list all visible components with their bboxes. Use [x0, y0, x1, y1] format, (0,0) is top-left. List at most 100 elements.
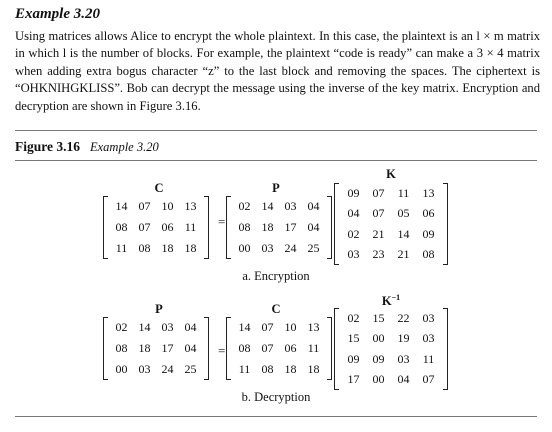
- dec-kinv-title: K−1: [334, 293, 448, 309]
- matrix-cell: 03: [347, 247, 360, 262]
- matrix-table: 14 07 10 13 08 07 06 11 11 08 18 18: [233, 317, 325, 380]
- matrix-row: 08 07 06 11: [233, 338, 325, 359]
- matrix-cell: 18: [284, 362, 297, 376]
- dec-c-matrix: 14 07 10 13 08 07 06 11 11 08 18 18: [226, 317, 332, 380]
- matrix-cell: 06: [161, 220, 174, 234]
- matrix-cell: 08: [422, 247, 435, 262]
- matrix-cell: 25: [184, 362, 197, 376]
- enc-p-title: P: [272, 181, 280, 195]
- matrix-row: 17 00 04 07: [341, 370, 441, 391]
- matrix-cell: 08: [115, 341, 128, 355]
- matrix-cell: 04: [307, 199, 320, 213]
- matrix-cell: 18: [307, 362, 320, 376]
- matrix-cell: 07: [138, 220, 151, 234]
- matrix-cell: 18: [261, 220, 274, 234]
- matrix-cell: 22: [397, 310, 410, 325]
- matrix-cell: 02: [347, 226, 360, 241]
- matrix-cell: 08: [115, 220, 128, 234]
- paragraph-line: matrix in which l is the number of block…: [15, 29, 540, 61]
- matrix-row: 00 03 24 25: [110, 359, 202, 380]
- matrix-cell: 00: [372, 372, 385, 387]
- matrix-cell: 06: [422, 206, 435, 221]
- matrix-cell: 14: [138, 320, 151, 334]
- matrix-cell: 02: [238, 199, 251, 213]
- matrix-cell: 15: [347, 331, 360, 346]
- matrix-row: 11 08 18 18: [233, 359, 325, 380]
- matrix-bracket-left: [103, 196, 108, 259]
- matrix-table: 14 07 10 13 08 07 06 11 11 08 18 18: [110, 196, 202, 259]
- matrix-cell: 11: [307, 341, 320, 355]
- matrix-cell: 24: [284, 241, 297, 255]
- matrix-cell: 09: [347, 351, 360, 366]
- matrix-cell: 14: [115, 199, 128, 213]
- matrix-cell: 07: [372, 206, 385, 221]
- matrix-cell: 07: [261, 320, 274, 334]
- dec-p-title: P: [155, 302, 163, 316]
- matrix-cell: 04: [184, 320, 197, 334]
- enc-k-matrix: 09 07 11 13 04 07 05 06 02 21 14 09 03 23 21 08: [334, 183, 448, 265]
- matrix-cell: 07: [261, 341, 274, 355]
- matrix-cell: 09: [422, 226, 435, 241]
- matrix-cell: 25: [307, 241, 320, 255]
- matrix-cell: 00: [115, 362, 128, 376]
- matrix-cell: 19: [397, 331, 410, 346]
- kinv-name: K: [381, 294, 392, 309]
- matrix-row: 00 03 24 25: [233, 238, 325, 259]
- matrix-row: 09 07 11 13: [341, 183, 441, 204]
- matrix-cell: 04: [307, 220, 320, 234]
- matrix-cell: 03: [284, 199, 297, 213]
- matrix-cell: 02: [347, 310, 360, 325]
- matrix-row: 15 00 19 03: [341, 329, 441, 350]
- matrix-cell: 11: [115, 241, 128, 255]
- figure-header-rule: [15, 160, 537, 161]
- matrix-cell: 08: [138, 241, 151, 255]
- matrix-table: 02 14 03 04 08 18 17 04 00 03 24 25: [110, 317, 202, 380]
- matrix-table: 02 15 22 03 15 00 19 03 09 09 03 11 17 00 04 07: [341, 308, 441, 390]
- matrix-cell: 08: [238, 220, 251, 234]
- matrix-bracket-right: [443, 183, 448, 265]
- paragraph-line: 3 × 4 matrix when adding extra bogus cha…: [15, 46, 540, 78]
- matrix-row: 02 21 14 09: [341, 224, 441, 245]
- example-paragraph: Using matrices allows Alice to encrypt t…: [15, 28, 540, 115]
- dec-caption: b. Decryption: [241, 390, 311, 404]
- matrix-cell: 09: [372, 351, 385, 366]
- matrix-row: 02 14 03 04: [110, 317, 202, 338]
- matrix-cell: 17: [161, 341, 174, 355]
- matrix-cell: 04: [347, 206, 360, 221]
- matrix-cell: 00: [372, 331, 385, 346]
- matrix-row: 14 07 10 13: [233, 317, 325, 338]
- matrix-bracket-right: [327, 196, 332, 259]
- kinv-superscript: −1: [391, 293, 401, 302]
- matrix-cell: 17: [347, 372, 360, 387]
- dec-p-matrix: 02 14 03 04 08 18 17 04 00 03 24 25: [103, 317, 209, 380]
- matrix-cell: 10: [161, 199, 174, 213]
- matrix-cell: 03: [397, 351, 410, 366]
- matrix-cell: 03: [161, 320, 174, 334]
- matrix-bracket-right: [204, 317, 209, 380]
- matrix-table: 02 14 03 04 08 18 17 04 00 03 24 25: [233, 196, 325, 259]
- matrix-cell: 14: [238, 320, 251, 334]
- paragraph-line: Using matrices allows Alice to encrypt t…: [15, 29, 508, 43]
- matrix-cell: 23: [372, 247, 385, 262]
- matrix-cell: 11: [422, 351, 435, 366]
- matrix-cell: 00: [238, 241, 251, 255]
- matrix-cell: 04: [184, 341, 197, 355]
- matrix-row: 11 08 18 18: [110, 238, 202, 259]
- dec-equals: =: [218, 343, 226, 358]
- matrix-cell: 11: [397, 185, 410, 200]
- enc-caption: a. Encryption: [242, 269, 310, 283]
- matrix-bracket-right: [327, 317, 332, 380]
- matrix-bracket-right: [443, 308, 448, 390]
- matrix-cell: 13: [307, 320, 320, 334]
- matrix-cell: 11: [184, 220, 197, 234]
- matrix-cell: 10: [284, 320, 297, 334]
- matrix-cell: 02: [115, 320, 128, 334]
- matrix-cell: 13: [184, 199, 197, 213]
- matrix-row: 09 09 03 11: [341, 349, 441, 370]
- figure-bottom-rule: [15, 416, 537, 417]
- figure-caption: Example 3.20: [90, 140, 159, 154]
- figure-number: Figure 3.16: [15, 139, 80, 154]
- enc-k-title: K: [386, 167, 396, 181]
- matrix-row: 14 07 10 13: [110, 196, 202, 217]
- matrix-cell: 07: [422, 372, 435, 387]
